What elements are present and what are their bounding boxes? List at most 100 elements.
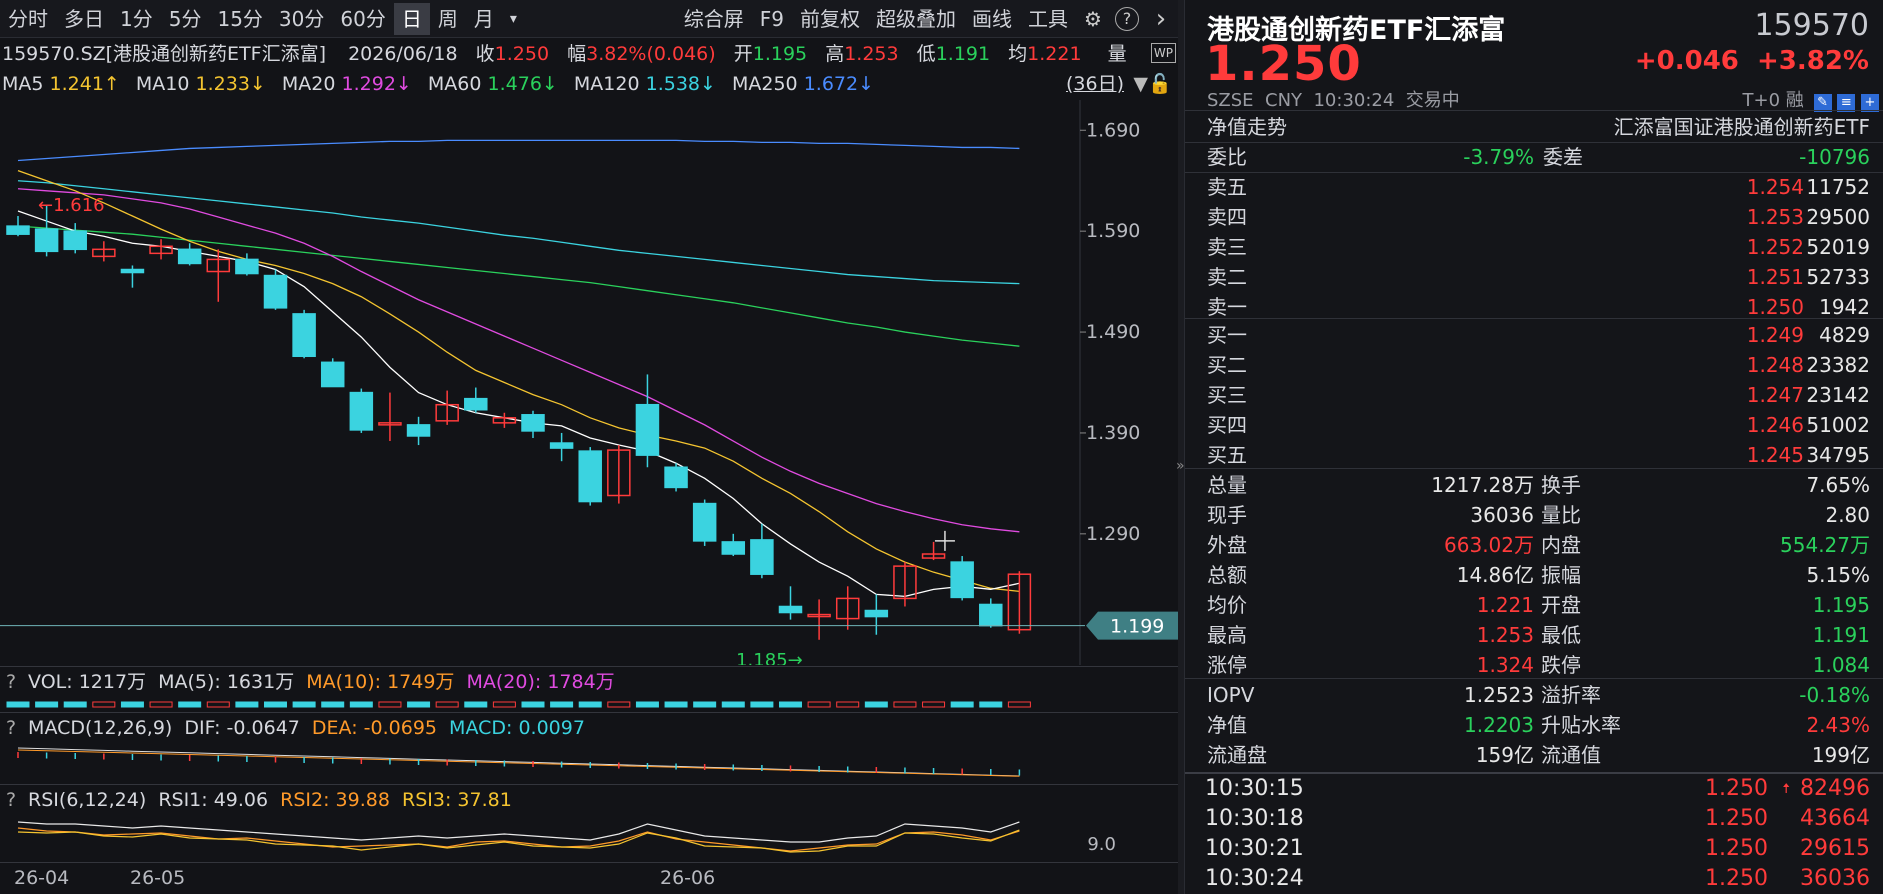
period-tab-2[interactable]: 1分 (120, 6, 153, 31)
toolbar-action-3[interactable]: 超级叠加 (876, 6, 956, 31)
security-code: 159570.SZ[港股通创新药ETF汇添富] (2, 43, 327, 65)
candle[interactable] (92, 241, 116, 262)
vol-help-icon[interactable]: ? (5, 671, 17, 693)
candle[interactable] (464, 387, 488, 413)
volume-bar (149, 701, 173, 708)
candle[interactable] (149, 239, 173, 260)
lock-icon[interactable]: 🔓 (1148, 73, 1172, 95)
candle[interactable] (778, 586, 803, 620)
candle[interactable] (692, 499, 717, 546)
x-label-may: 26-05 (130, 867, 186, 889)
toolbar-action-0[interactable]: 综合屏 (683, 6, 744, 31)
y-tick-label: 1.490 (1086, 321, 1140, 343)
stat-label: 净值 (1207, 713, 1247, 737)
candle[interactable] (349, 388, 374, 433)
macd-help-icon[interactable]: ? (5, 717, 17, 739)
toolbar-action-2[interactable]: 前复权 (800, 6, 860, 31)
period-tab-3[interactable]: 5分 (168, 6, 202, 31)
close-value: 1.250 (494, 43, 550, 65)
volume-bar (321, 701, 345, 708)
volume-bar (922, 701, 946, 708)
period-selector[interactable]: (36日) (1065, 73, 1124, 95)
period-tab-9[interactable]: 月 (473, 6, 494, 31)
volume-bar (578, 701, 602, 708)
candle[interactable] (664, 463, 688, 492)
candle[interactable] (950, 556, 974, 601)
asks-volume: 11752 (1806, 175, 1870, 199)
candle[interactable] (63, 223, 87, 254)
list-icon[interactable]: ≡ (1837, 94, 1856, 112)
candle[interactable] (721, 533, 746, 557)
add-icon[interactable]: + (1861, 94, 1879, 112)
stat-label: 跌停 (1541, 653, 1581, 677)
candle[interactable] (750, 523, 774, 579)
candle[interactable] (235, 253, 259, 276)
rsi-help-icon[interactable]: ? (5, 789, 17, 811)
period-tab-0[interactable]: 分时 (8, 6, 48, 31)
toolbar-action-5[interactable]: 工具 (1028, 6, 1068, 31)
wp-icon[interactable]: WP (1150, 43, 1176, 63)
collapse-icon[interactable]: » (1176, 458, 1185, 474)
candle[interactable] (492, 412, 517, 428)
period-tab-8[interactable]: 周 (437, 6, 458, 31)
stat-value: 14.86亿 (1456, 563, 1534, 587)
panel-divider[interactable]: » (1176, 0, 1185, 894)
toolbar-action-1[interactable]: F9 (759, 6, 784, 31)
candle[interactable] (206, 249, 231, 302)
x-axis: 26-04 26-05 26-06 (0, 862, 1178, 894)
rsi-r2: RSI2: 39.88 (280, 789, 390, 811)
candle[interactable] (521, 410, 545, 438)
period-tab-4[interactable]: 15分 (217, 6, 263, 31)
tick-price: 1.250 (1705, 806, 1768, 831)
candle[interactable] (578, 447, 602, 506)
candle[interactable] (435, 390, 459, 425)
period-tab-1[interactable]: 多日 (64, 6, 104, 31)
candle[interactable] (635, 374, 660, 468)
toolbar-action-4[interactable]: 画线 (972, 6, 1012, 31)
volume-bar (750, 701, 774, 708)
candle[interactable] (921, 541, 946, 561)
chevron-right-icon[interactable]: › (1155, 3, 1167, 34)
edit-icon[interactable]: ✎ (1813, 94, 1832, 112)
vol-ma10: MA(10): 1749万 (306, 671, 455, 693)
period-tab-6[interactable]: 60分 (340, 6, 386, 31)
more-periods-dropdown[interactable]: ▾ (509, 10, 517, 27)
candle[interactable] (835, 586, 860, 630)
volume-bar (693, 701, 717, 708)
candle[interactable] (378, 392, 402, 442)
candle[interactable] (807, 599, 831, 640)
asks-price: 1.254 (1746, 175, 1804, 199)
stat-value: 1.2523 (1464, 683, 1534, 707)
rsi1-line (17, 821, 1020, 843)
candle[interactable] (120, 265, 145, 288)
stat-label: 换手 (1541, 473, 1581, 497)
gear-icon[interactable]: ⚙ (1084, 6, 1102, 31)
candle[interactable] (607, 445, 631, 504)
period-tab-7[interactable]: 日 (393, 2, 430, 35)
candle[interactable] (320, 358, 345, 388)
candle[interactable] (263, 269, 288, 310)
period-dropdown-icon[interactable]: ▼ (1133, 73, 1148, 95)
candlestick-chart[interactable]: 1.690 1.590 1.490 1.390 1.290 1.199 ←1.616 1.18… (0, 100, 1178, 665)
candle[interactable] (6, 216, 30, 237)
candle[interactable] (864, 594, 889, 635)
candle[interactable] (893, 562, 917, 607)
dea-line (17, 749, 1020, 777)
help-icon[interactable]: ? (1115, 6, 1139, 31)
bids-label: 买一 (1207, 323, 1247, 347)
tick-volume: 43664 (1800, 806, 1870, 831)
stat-label: 总额 (1207, 563, 1247, 587)
candle[interactable] (406, 416, 431, 446)
nav-trend-row[interactable]: 净值走势 汇添富国证港股通创新药ETF (1185, 112, 1883, 142)
high-annotation: ←1.616 (38, 195, 105, 216)
nav-trend-link[interactable]: 净值走势 (1207, 115, 1287, 139)
candle[interactable] (177, 243, 202, 266)
candle[interactable] (292, 309, 316, 359)
tick-row: 10:30:24 1.250 36036 (1185, 864, 1883, 894)
candle[interactable] (549, 432, 574, 462)
rsi-r1: RSI1: 49.06 (158, 789, 269, 811)
candle[interactable] (1007, 571, 1032, 634)
candle[interactable] (34, 204, 59, 257)
chart-panel: 分时 多日 1分 5分 15分 30分 60分日周月 ▾ 综合屏 F9 前复权 超级叠加 画线 工具 ⚙? ›… (0, 2, 1178, 894)
period-tab-5[interactable]: 30分 (278, 6, 325, 31)
